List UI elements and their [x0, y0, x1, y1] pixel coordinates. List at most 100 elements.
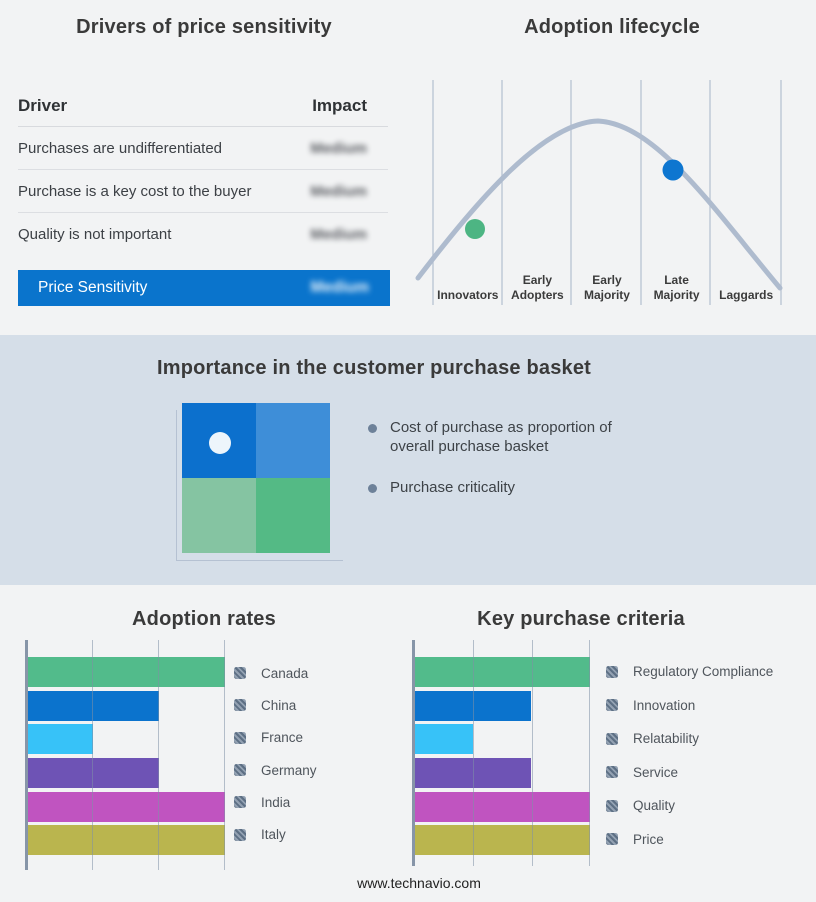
- bar: [27, 724, 93, 755]
- bullet-text: Cost of purchase as proportion of overal…: [390, 419, 612, 455]
- stage-label-laggards: Laggards: [719, 288, 774, 302]
- adoption-rates-legend: Canada China France Germany India Italy: [234, 657, 317, 851]
- legend-item: Canada: [234, 657, 317, 689]
- bottom-charts-section: Adoption rates Canada China France Germa…: [0, 585, 816, 902]
- driver-cell: Purchases are undifferentiated: [18, 139, 223, 157]
- impact-cell-blurred: Medium: [310, 279, 369, 296]
- bullet-icon: [368, 484, 377, 493]
- legend-item: India: [234, 786, 317, 818]
- driver-cell: Quality is not important: [18, 225, 172, 243]
- adoption-rates-panel: Adoption rates Canada China France Germa…: [0, 585, 408, 885]
- late-majority-dot: [662, 159, 684, 181]
- legend-swatch-icon: [234, 699, 246, 712]
- quadrant-bottom-right: [256, 478, 330, 553]
- bar: [27, 657, 225, 687]
- legend-swatch-icon: [606, 699, 618, 712]
- purchase-basket-matrix: [176, 403, 343, 561]
- driver-column-header: Driver: [18, 96, 68, 115]
- highlight-row-label: Price Sensitivity: [38, 279, 148, 296]
- price-sensitivity-highlight-row: Price Sensitivity Medium: [18, 270, 390, 306]
- basket-title: Importance in the customer purchase bask…: [156, 357, 592, 379]
- bar-group: [414, 657, 590, 856]
- key-purchase-criteria-title: Key purchase criteria: [477, 608, 685, 630]
- key-purchase-criteria-legend: Regulatory Compliance Innovation Relatab…: [606, 655, 773, 856]
- legend-swatch-icon: [606, 665, 618, 678]
- adoption-rates-title: Adoption rates: [132, 608, 276, 630]
- gridline: [91, 640, 93, 870]
- legend-swatch-icon: [234, 796, 246, 809]
- legend-label: Italy: [261, 827, 286, 843]
- legend-label: France: [261, 730, 304, 746]
- bell-curve: [415, 118, 783, 291]
- gridline: [589, 640, 591, 866]
- bullet-text: Purchase criticality: [390, 479, 516, 496]
- legend-swatch-icon: [234, 731, 246, 744]
- gridline: [531, 640, 533, 866]
- early-stage-dot: [465, 219, 485, 239]
- legend-item: Quality: [606, 789, 773, 823]
- drivers-title: Drivers of price sensitivity: [76, 16, 332, 38]
- lifecycle-stage-labels: Innovators Early Adopters Early Majority…: [433, 258, 781, 305]
- legend-item: Innovation: [606, 689, 773, 723]
- legend-swatch-icon: [606, 766, 618, 779]
- lifecycle-title: Adoption lifecycle: [524, 16, 700, 38]
- lifecycle-chart: [415, 80, 783, 305]
- bar: [27, 758, 159, 789]
- stage-label-late-majority: Late Majority: [653, 273, 700, 302]
- basket-bullet-list: Cost of purchase as proportion of overal…: [368, 418, 638, 519]
- impact-cell-blurred: Medium: [310, 225, 367, 243]
- drivers-panel: Drivers of price sensitivity Driver Impa…: [0, 0, 408, 335]
- table-row: Purchase is a key cost to the buyer Medi…: [18, 170, 388, 213]
- gridline: [157, 640, 159, 870]
- legend-label: Relatability: [633, 731, 700, 747]
- stage-label-innovators: Innovators: [437, 288, 499, 302]
- legend-item: Italy: [234, 818, 317, 850]
- legend-item: China: [234, 689, 317, 721]
- bar: [414, 724, 473, 755]
- legend-swatch-icon: [234, 667, 246, 680]
- legend-item: Service: [606, 756, 773, 790]
- list-item: Cost of purchase as proportion of overal…: [368, 418, 638, 456]
- legend-item: Price: [606, 823, 773, 857]
- bar: [414, 657, 590, 687]
- drivers-table: Driver Impact Purchases are undifferenti…: [18, 90, 388, 255]
- quadrant-bottom-left: [182, 478, 256, 553]
- legend-label: Quality: [633, 798, 676, 814]
- quadrant-top-right: [256, 403, 330, 478]
- stage-label-early-adopters: Early Adopters: [511, 273, 564, 302]
- legend-label: India: [261, 794, 291, 810]
- bullet-icon: [368, 424, 377, 433]
- drivers-table-header: Driver Impact: [18, 90, 388, 127]
- gridline: [224, 640, 226, 870]
- bar-group: [27, 657, 225, 856]
- bar: [27, 825, 225, 856]
- matrix-position-marker: [209, 432, 231, 454]
- matrix-quadrants: [182, 403, 330, 553]
- adoption-lifecycle-panel: Adoption lifecycle Innovators Early Adop…: [408, 0, 816, 335]
- table-row: Purchases are undifferentiated Medium: [18, 127, 388, 170]
- legend-item: Relatability: [606, 722, 773, 756]
- key-purchase-criteria-panel: Key purchase criteria Regulatory Complia…: [408, 585, 816, 885]
- legend-item: France: [234, 722, 317, 754]
- gridline: [472, 640, 474, 866]
- purchase-basket-section: Importance in the customer purchase bask…: [0, 335, 816, 585]
- footer-url: www.technavio.com: [357, 875, 481, 891]
- legend-label: China: [261, 697, 297, 713]
- y-axis: [412, 640, 415, 866]
- bar: [414, 825, 590, 856]
- legend-swatch-icon: [606, 799, 618, 812]
- bar: [27, 690, 159, 721]
- adoption-rates-plot: [25, 640, 226, 870]
- legend-swatch-icon: [606, 833, 618, 846]
- matrix-offset-frame: [176, 410, 343, 561]
- legend-item: Regulatory Compliance: [606, 655, 773, 689]
- driver-cell: Purchase is a key cost to the buyer: [18, 182, 252, 200]
- legend-label: Germany: [261, 762, 317, 778]
- lifecycle-gridlines: [432, 80, 782, 305]
- stage-label-early-majority: Early Majority: [583, 273, 630, 302]
- bar: [27, 791, 225, 822]
- table-row: Quality is not important Medium: [18, 213, 388, 255]
- impact-column-header: Impact: [312, 96, 367, 115]
- bar: [414, 791, 590, 822]
- legend-swatch-icon: [606, 732, 618, 745]
